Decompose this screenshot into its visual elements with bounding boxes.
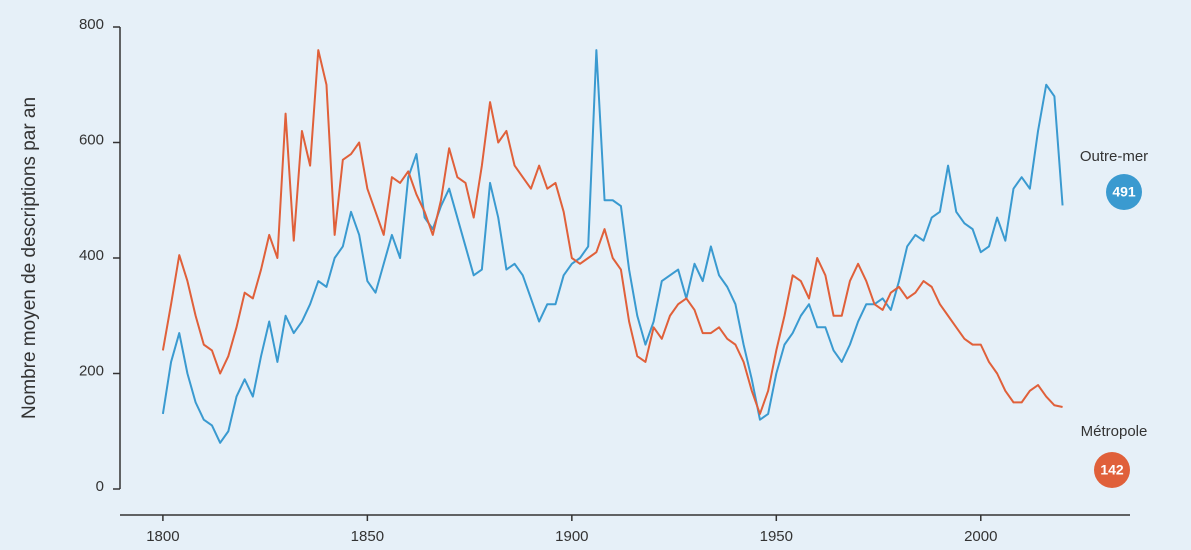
chart: Nombre moyen de descriptions par an 0 200… <box>0 0 1191 550</box>
y-tick-label: 600 <box>79 131 104 148</box>
y-tick-label: 400 <box>79 247 104 264</box>
x-tick-label: 1900 <box>555 528 588 545</box>
x-tick-label: 2000 <box>964 528 997 545</box>
series-label: Outre-mer <box>1080 148 1148 165</box>
x-tick-label: 1950 <box>760 528 793 545</box>
page: Nombre moyen de descriptions par an 0 200… <box>0 0 1191 550</box>
series-label: Métropole <box>1081 423 1148 440</box>
end-value-label: 491 <box>1112 184 1136 200</box>
y-axis-label: Nombre moyen de descriptions par an <box>19 97 40 419</box>
x-tick-label: 1800 <box>146 528 179 545</box>
x-tick-label: 1850 <box>351 528 384 545</box>
y-tick-label: 0 <box>96 478 104 495</box>
end-value-label: 142 <box>1100 462 1124 478</box>
y-tick-label: 200 <box>79 362 104 379</box>
y-tick-label: 800 <box>79 16 104 33</box>
